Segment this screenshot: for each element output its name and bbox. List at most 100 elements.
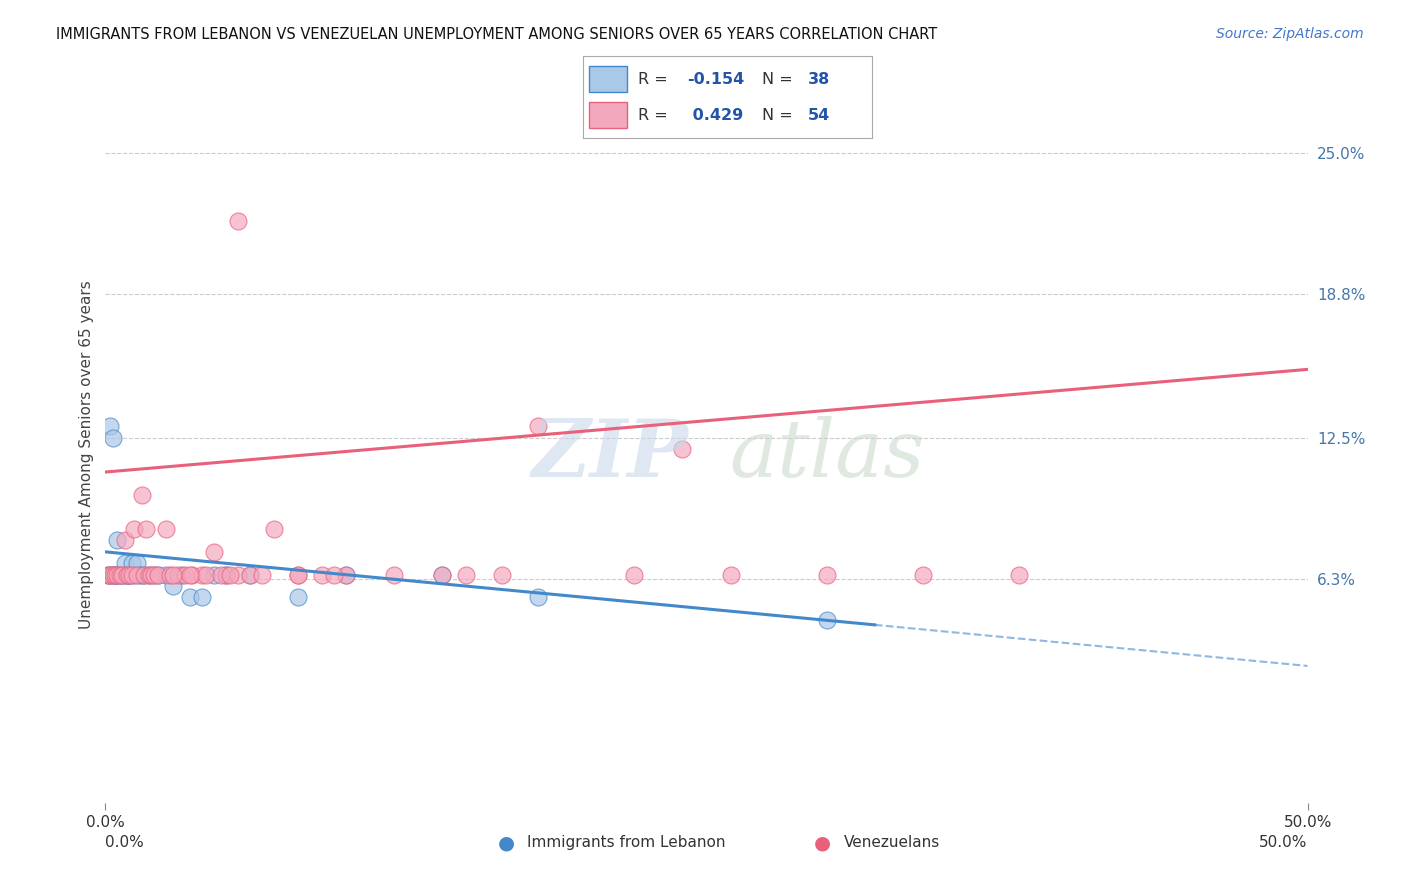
- Point: [239, 567, 262, 582]
- Point: [148, 567, 170, 582]
- Point: [107, 533, 129, 548]
- Bar: [589, 103, 627, 128]
- Point: [162, 567, 184, 582]
- Point: [911, 567, 934, 582]
- Text: 0.429: 0.429: [688, 108, 744, 123]
- Point: [124, 522, 146, 536]
- Point: [250, 567, 273, 582]
- Point: [287, 567, 309, 582]
- Point: [671, 442, 693, 457]
- Point: [125, 556, 148, 570]
- Point: [111, 567, 134, 582]
- Point: [623, 567, 645, 582]
- Point: [720, 567, 742, 582]
- Point: [115, 567, 138, 582]
- Point: [219, 567, 242, 582]
- Point: [128, 567, 150, 582]
- Point: [335, 567, 357, 582]
- Point: [138, 567, 160, 582]
- Point: [111, 567, 134, 582]
- Point: [98, 419, 121, 434]
- Text: 50.0%: 50.0%: [1260, 836, 1308, 850]
- Point: [159, 567, 181, 582]
- Point: [135, 522, 157, 536]
- Point: [287, 591, 309, 605]
- Point: [202, 567, 225, 582]
- Point: [142, 567, 165, 582]
- Point: [226, 214, 249, 228]
- Point: [118, 567, 141, 582]
- Point: [190, 591, 212, 605]
- Point: [97, 567, 120, 582]
- Point: [173, 567, 195, 582]
- Text: Source: ZipAtlas.com: Source: ZipAtlas.com: [1216, 27, 1364, 41]
- Text: 54: 54: [808, 108, 831, 123]
- Text: ●: ●: [498, 833, 515, 853]
- Point: [430, 567, 453, 582]
- Point: [108, 567, 131, 582]
- Point: [226, 567, 249, 582]
- Text: R =: R =: [638, 108, 673, 123]
- Point: [239, 567, 262, 582]
- Point: [104, 567, 127, 582]
- Point: [138, 567, 160, 582]
- Point: [98, 567, 121, 582]
- Point: [115, 567, 138, 582]
- Point: [155, 522, 177, 536]
- Point: [430, 567, 453, 582]
- Point: [107, 567, 129, 582]
- Point: [214, 567, 236, 582]
- Point: [454, 567, 477, 582]
- Point: [190, 567, 212, 582]
- Point: [335, 567, 357, 582]
- Point: [108, 567, 131, 582]
- Point: [815, 613, 838, 627]
- Point: [179, 591, 201, 605]
- Point: [263, 522, 285, 536]
- Point: [101, 567, 124, 582]
- Point: [121, 567, 143, 582]
- Text: -0.154: -0.154: [688, 71, 745, 87]
- Point: [181, 567, 204, 582]
- Point: [104, 567, 127, 582]
- Point: [322, 567, 344, 582]
- Point: [287, 567, 309, 582]
- Text: Venezuelans: Venezuelans: [844, 836, 939, 850]
- Point: [101, 567, 124, 582]
- Text: ●: ●: [814, 833, 831, 853]
- Point: [214, 567, 236, 582]
- Point: [209, 567, 232, 582]
- Point: [98, 567, 121, 582]
- Point: [142, 567, 165, 582]
- Point: [107, 567, 129, 582]
- Point: [815, 567, 838, 582]
- Point: [202, 545, 225, 559]
- Text: atlas: atlas: [730, 417, 924, 493]
- Bar: [589, 66, 627, 92]
- Point: [97, 567, 120, 582]
- Point: [104, 567, 127, 582]
- Point: [172, 567, 194, 582]
- Text: IMMIGRANTS FROM LEBANON VS VENEZUELAN UNEMPLOYMENT AMONG SENIORS OVER 65 YEARS C: IMMIGRANTS FROM LEBANON VS VENEZUELAN UN…: [56, 27, 938, 42]
- Point: [101, 431, 124, 445]
- Text: N =: N =: [762, 71, 799, 87]
- Point: [124, 567, 146, 582]
- Point: [527, 591, 550, 605]
- Y-axis label: Unemployment Among Seniors over 65 years: Unemployment Among Seniors over 65 years: [79, 281, 94, 629]
- Point: [121, 556, 143, 570]
- Text: 38: 38: [808, 71, 831, 87]
- Point: [179, 567, 201, 582]
- Point: [118, 567, 141, 582]
- Point: [139, 567, 162, 582]
- Point: [527, 419, 550, 434]
- Text: Immigrants from Lebanon: Immigrants from Lebanon: [527, 836, 725, 850]
- Point: [118, 567, 141, 582]
- Point: [114, 556, 136, 570]
- Point: [132, 567, 155, 582]
- Point: [311, 567, 333, 582]
- Point: [114, 533, 136, 548]
- Point: [166, 567, 188, 582]
- Point: [491, 567, 513, 582]
- Point: [1008, 567, 1031, 582]
- Text: N =: N =: [762, 108, 799, 123]
